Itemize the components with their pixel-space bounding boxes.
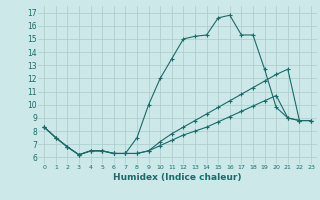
X-axis label: Humidex (Indice chaleur): Humidex (Indice chaleur) [113, 173, 242, 182]
